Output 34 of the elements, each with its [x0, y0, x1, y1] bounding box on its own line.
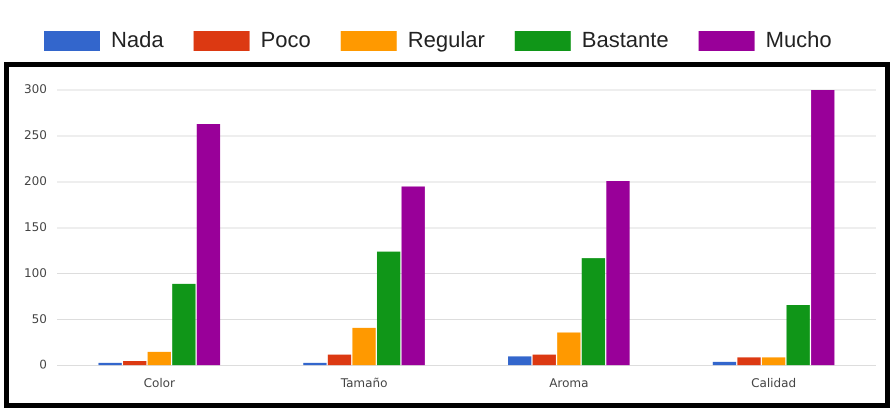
- bar: [532, 354, 556, 366]
- bar: [352, 328, 376, 366]
- x-tick-label: Color: [144, 376, 176, 390]
- y-tick-label: 300: [24, 82, 47, 96]
- bar: [172, 284, 196, 366]
- bar: [123, 361, 146, 366]
- bar: [328, 354, 352, 366]
- y-tick-label: 50: [32, 312, 47, 326]
- bar: [196, 124, 220, 366]
- bar: [557, 332, 581, 366]
- legend-label: Nada: [111, 27, 164, 52]
- bar: [762, 357, 786, 366]
- y-tick-label: 250: [24, 128, 47, 142]
- bar: [737, 357, 761, 366]
- legend-label: Mucho: [766, 27, 832, 52]
- bar: [582, 258, 606, 366]
- bar: [786, 304, 810, 366]
- y-tick-label: 200: [24, 174, 47, 188]
- x-tick-label: Calidad: [751, 376, 796, 390]
- legend-label: Regular: [408, 27, 485, 52]
- bar: [148, 352, 171, 366]
- y-tick-label: 100: [24, 266, 47, 280]
- x-tick-label: Tamaño: [340, 376, 388, 390]
- x-tick-label: Aroma: [549, 376, 588, 390]
- y-tick-label: 0: [39, 358, 47, 372]
- bar: [402, 186, 425, 366]
- legend-label: Bastante: [582, 27, 669, 52]
- bar: [508, 356, 532, 366]
- bar: [712, 362, 736, 366]
- legend-label: Poco: [260, 27, 311, 52]
- y-tick-label: 150: [24, 220, 47, 234]
- bar: [376, 252, 400, 366]
- bar: [811, 90, 834, 366]
- bar: [606, 180, 630, 366]
